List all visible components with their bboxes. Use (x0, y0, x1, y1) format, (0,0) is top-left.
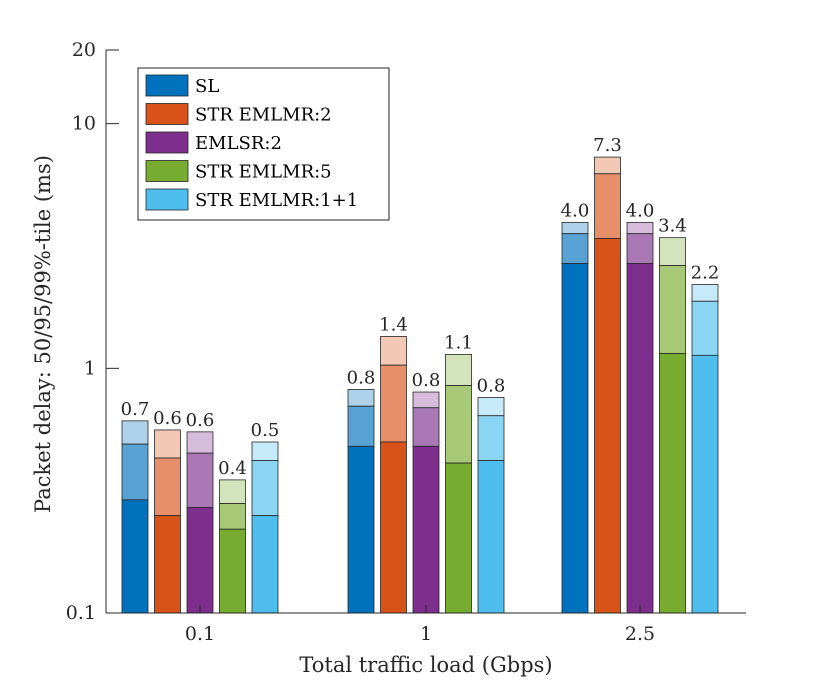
bar-p99-segment (347, 389, 375, 407)
bar-value-label: 0.6 (153, 408, 182, 429)
bar-p50-segment (477, 460, 505, 614)
bar-p99-segment (412, 391, 440, 409)
bar-p95-segment (561, 233, 589, 264)
bar-value-label: 0.4 (218, 458, 247, 479)
x-tick-label: 1 (420, 623, 432, 645)
bar-value-label: 4.0 (626, 200, 655, 221)
bar-p50-segment (626, 263, 654, 614)
bar-p50-segment (445, 462, 472, 614)
bar-p50-segment (219, 528, 246, 614)
bar-p99-segment (219, 479, 246, 504)
bar-p95-segment (121, 443, 149, 501)
legend-label: SL (195, 76, 219, 97)
bar-p50-segment (561, 263, 589, 614)
bar-value-label: 0.8 (412, 370, 441, 391)
y-tick-label: 1 (84, 357, 96, 379)
x-ticks-group: 0.1 1 2.5 (185, 605, 655, 645)
bar-p99-segment (445, 354, 472, 386)
bar-value-label: 4.0 (561, 200, 590, 221)
bar-value-label: 0.7 (121, 399, 150, 420)
legend-swatch (145, 131, 189, 154)
bar-p99-segment (691, 284, 719, 302)
legend-swatch (145, 103, 189, 125)
bar-p99-segment (154, 429, 181, 459)
legend-swatch (145, 188, 189, 211)
bars-group (121, 156, 719, 614)
bar-p95-segment (412, 407, 440, 447)
bar-p95-segment (477, 415, 505, 461)
legend-label: STR EMLMR:1+1 (195, 190, 358, 211)
x-tick-label: 2.5 (625, 623, 655, 645)
bar-value-label: 0.6 (186, 410, 215, 431)
bar-p95-segment (659, 265, 686, 354)
legend-label: STR EMLMR:2 (195, 105, 332, 126)
y-ticks-group: 0.1 1 10 20 (66, 39, 119, 624)
bar-p50-segment (121, 499, 149, 614)
y-tick-label: 10 (72, 113, 96, 135)
bar-p95-segment (251, 460, 279, 517)
bar-value-label: 2.2 (691, 263, 720, 284)
bar-value-label: 1.4 (379, 314, 408, 335)
y-tick-label: 0.1 (66, 602, 96, 624)
bar-p95-segment (347, 405, 375, 447)
bar-p95-segment (626, 233, 654, 264)
bar-p50-segment (659, 353, 686, 614)
legend-swatch (145, 160, 189, 182)
bar-p99-segment (380, 336, 407, 366)
bar-p50-segment (154, 515, 181, 614)
bar-p99-segment (659, 237, 686, 266)
bar-value-label: 3.4 (658, 216, 687, 237)
bar-value-label: 0.5 (251, 420, 280, 441)
bar-p50-segment (347, 445, 375, 614)
bar-p50-segment (691, 354, 719, 614)
bar-p50-segment (412, 445, 440, 614)
bar-p95-segment (594, 173, 621, 240)
bar-p95-segment (445, 385, 472, 464)
bar-p50-segment (594, 238, 621, 614)
bar-value-label: 1.1 (444, 332, 473, 353)
bar-p50-segment (251, 515, 279, 614)
data-labels-group: 0.7 0.6 0.60.40.50.81.40.81.10.84.07.34.03… (121, 135, 720, 479)
x-tick-label: 0.1 (185, 623, 215, 645)
bar-p99-segment (561, 221, 589, 235)
bar-value-label: 7.3 (593, 135, 622, 156)
bar-p99-segment (121, 420, 149, 445)
legend: SL STR EMLMR:2 EMLSR:2 STR EMLMR:5 STR EMLMR… (137, 67, 390, 221)
bar-value-label: 0.8 (347, 367, 376, 388)
bar-p95-segment (186, 452, 214, 508)
bar-p95-segment (219, 503, 246, 530)
bar-p95-segment (154, 457, 181, 517)
x-axis-label: Total traffic load (Gbps) (299, 653, 552, 677)
bar-p99-segment (477, 397, 505, 417)
legend-label: STR EMLMR:5 (195, 162, 332, 183)
bar-p95-segment (691, 300, 719, 356)
y-tick-label: 20 (72, 39, 96, 61)
bar-p99-segment (594, 156, 621, 175)
bar-p50-segment (186, 507, 214, 614)
bar-p99-segment (186, 431, 214, 454)
bar-p99-segment (626, 221, 654, 235)
bar-value-label: 0.8 (477, 375, 506, 396)
y-axis-label: Packet delay: 50/95/99%-tile (ms) (31, 155, 55, 513)
legend-label: EMLSR:2 (195, 133, 282, 154)
legend-swatch (145, 74, 189, 97)
bar-p99-segment (251, 441, 279, 461)
bar-p95-segment (380, 364, 407, 443)
bar-p50-segment (380, 441, 407, 614)
